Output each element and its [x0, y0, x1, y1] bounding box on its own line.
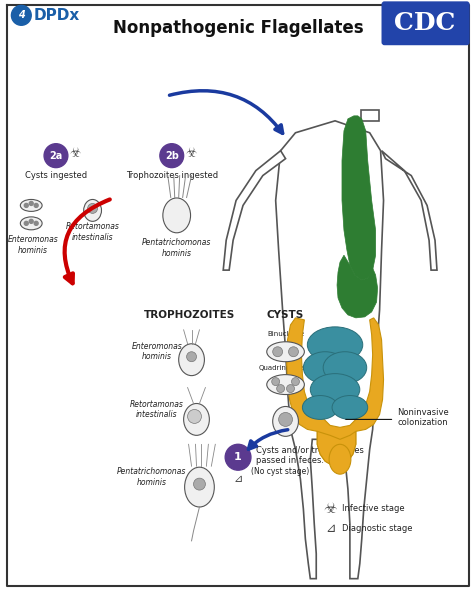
Circle shape	[272, 378, 280, 385]
Ellipse shape	[302, 395, 338, 420]
Circle shape	[225, 444, 251, 470]
Circle shape	[29, 202, 33, 206]
Polygon shape	[223, 151, 285, 270]
Text: 2a: 2a	[49, 151, 63, 161]
Ellipse shape	[184, 467, 214, 507]
Ellipse shape	[329, 444, 351, 474]
Text: Pentatrichomonas
hominis: Pentatrichomonas hominis	[117, 467, 187, 486]
Text: CYSTS: CYSTS	[267, 310, 304, 320]
Circle shape	[187, 352, 197, 362]
Circle shape	[292, 378, 300, 385]
Ellipse shape	[310, 374, 360, 405]
Text: TROPHOZOITES: TROPHOZOITES	[144, 310, 235, 320]
Circle shape	[34, 222, 38, 225]
Ellipse shape	[303, 352, 347, 384]
Text: CDC: CDC	[394, 11, 456, 35]
Ellipse shape	[323, 352, 367, 384]
Ellipse shape	[183, 404, 210, 436]
Polygon shape	[337, 255, 378, 318]
Circle shape	[273, 347, 283, 357]
Polygon shape	[342, 116, 375, 280]
Ellipse shape	[273, 407, 299, 436]
Text: DPDx: DPDx	[33, 8, 80, 23]
Ellipse shape	[267, 342, 304, 362]
Circle shape	[287, 385, 294, 392]
Text: Cysts ingested: Cysts ingested	[25, 171, 87, 180]
Polygon shape	[276, 121, 383, 579]
Circle shape	[193, 478, 205, 490]
Text: ☣: ☣	[69, 147, 81, 160]
Text: Trophozoites ingested: Trophozoites ingested	[126, 171, 218, 180]
Text: Noninvasive
colonization: Noninvasive colonization	[397, 408, 449, 427]
Ellipse shape	[84, 199, 101, 222]
Text: 4: 4	[18, 10, 25, 20]
FancyBboxPatch shape	[383, 2, 469, 44]
Text: Infective stage: Infective stage	[342, 505, 405, 514]
Ellipse shape	[20, 199, 42, 212]
Text: ☣: ☣	[323, 502, 337, 517]
Circle shape	[29, 219, 33, 223]
Text: Nonpathogenic Flagellates: Nonpathogenic Flagellates	[113, 20, 364, 37]
Text: Binucleate: Binucleate	[267, 331, 304, 337]
Circle shape	[24, 222, 28, 225]
Text: Retortamonas
intestinalis: Retortamonas intestinalis	[130, 400, 184, 419]
Ellipse shape	[20, 217, 42, 230]
Text: Diagnostic stage: Diagnostic stage	[342, 524, 412, 534]
Text: Enteromonas
hominis: Enteromonas hominis	[132, 342, 182, 361]
Text: Retortamonas
intestinalis: Retortamonas intestinalis	[65, 222, 119, 242]
Ellipse shape	[307, 327, 363, 363]
Ellipse shape	[163, 198, 191, 233]
Text: Pentatrichomonas
hominis: Pentatrichomonas hominis	[142, 238, 211, 258]
Circle shape	[88, 203, 98, 213]
Text: ⊿: ⊿	[233, 474, 243, 484]
Ellipse shape	[348, 61, 392, 111]
Circle shape	[188, 410, 201, 423]
Circle shape	[279, 413, 292, 426]
Circle shape	[34, 203, 38, 207]
Circle shape	[11, 5, 31, 25]
Text: ☣: ☣	[185, 147, 196, 160]
Ellipse shape	[267, 375, 304, 395]
Circle shape	[289, 347, 299, 357]
Text: (No cyst stage): (No cyst stage)	[252, 467, 310, 476]
Polygon shape	[317, 431, 356, 465]
Text: Enteromonas
hominis: Enteromonas hominis	[8, 235, 59, 255]
Text: Cysts and/or trophozoites
passed in feces.: Cysts and/or trophozoites passed in fece…	[256, 446, 364, 465]
Circle shape	[24, 203, 28, 207]
Polygon shape	[361, 110, 379, 121]
Text: 2b: 2b	[165, 151, 179, 161]
Text: 1: 1	[234, 452, 242, 462]
Text: Quadrinucleate: Quadrinucleate	[259, 365, 312, 371]
Ellipse shape	[332, 395, 368, 420]
Polygon shape	[287, 318, 383, 465]
Circle shape	[277, 385, 284, 392]
Circle shape	[44, 144, 68, 168]
Ellipse shape	[179, 344, 204, 376]
Polygon shape	[382, 151, 437, 270]
Circle shape	[160, 144, 183, 168]
Text: ⊿: ⊿	[325, 522, 335, 535]
